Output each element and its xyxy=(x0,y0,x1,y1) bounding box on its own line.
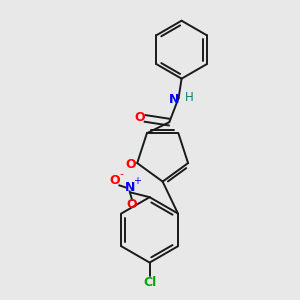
Text: Cl: Cl xyxy=(143,276,156,289)
Text: N: N xyxy=(169,93,179,106)
Text: H: H xyxy=(184,92,194,104)
Text: O: O xyxy=(125,158,136,172)
Text: -: - xyxy=(119,169,123,179)
Text: O: O xyxy=(110,174,120,187)
Text: O: O xyxy=(134,111,145,124)
Text: O: O xyxy=(127,198,137,211)
Text: N: N xyxy=(124,181,135,194)
Text: +: + xyxy=(133,176,141,186)
